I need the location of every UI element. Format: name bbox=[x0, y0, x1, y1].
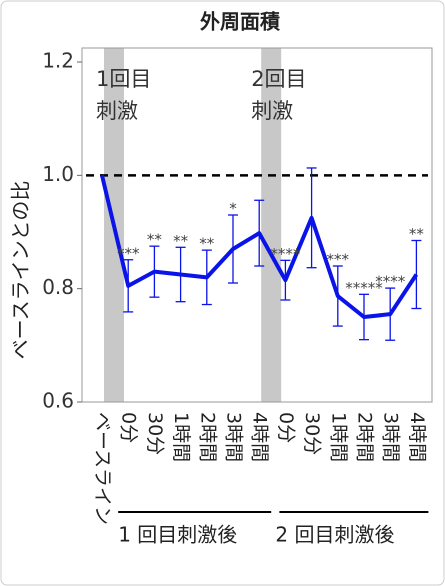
significance: **** bbox=[375, 273, 406, 291]
y-tick-label: 1.0 bbox=[42, 162, 74, 186]
group-label: 2 回目刺激後 bbox=[275, 523, 394, 547]
significance: *** bbox=[327, 251, 350, 269]
line bbox=[100, 174, 419, 319]
significance: **** bbox=[270, 245, 301, 263]
stimulus-band bbox=[261, 48, 282, 402]
y-tick-label: 1.2 bbox=[42, 49, 74, 73]
x-tick-label: 4時間 bbox=[249, 412, 271, 462]
plot-border bbox=[81, 47, 433, 403]
x-tick-label: 0分 bbox=[118, 412, 140, 443]
x-tick-label: ベースライン bbox=[92, 412, 114, 525]
stimulus-label: 2回目 bbox=[251, 67, 306, 91]
significance: ** bbox=[173, 232, 189, 250]
x-tick-label: 30分 bbox=[144, 412, 166, 455]
group-label: 1 回目刺激後 bbox=[118, 523, 237, 547]
stimulus-label: 刺激 bbox=[96, 99, 138, 123]
significance: ** bbox=[199, 235, 215, 253]
y-axis-label: ベースラインとの比 bbox=[9, 181, 33, 360]
stimulus-label: 刺激 bbox=[251, 99, 293, 123]
chart-title: 外周面積 bbox=[200, 10, 281, 34]
x-tick-label: 1時間 bbox=[170, 412, 192, 462]
x-tick-label: 2時間 bbox=[354, 412, 376, 462]
x-tick-label: 1時間 bbox=[327, 412, 349, 462]
significance: ***** bbox=[345, 279, 383, 297]
y-tick-label: 0.6 bbox=[42, 389, 74, 413]
x-tick-label: 3時間 bbox=[380, 412, 402, 462]
x-tick-label: 0分 bbox=[275, 412, 297, 443]
x-tick-label: 2時間 bbox=[196, 412, 218, 462]
x-tick-label: 30分 bbox=[301, 412, 323, 455]
x-tick-label: 3時間 bbox=[223, 412, 245, 462]
significance: ** bbox=[147, 231, 163, 249]
x-tick-label: 4時間 bbox=[406, 412, 428, 462]
significance: * bbox=[229, 200, 237, 218]
significance: *** bbox=[117, 244, 140, 262]
stimulus-label: 1回目 bbox=[96, 67, 151, 91]
y-tick-label: 0.8 bbox=[42, 275, 74, 299]
significance: ** bbox=[409, 225, 425, 243]
